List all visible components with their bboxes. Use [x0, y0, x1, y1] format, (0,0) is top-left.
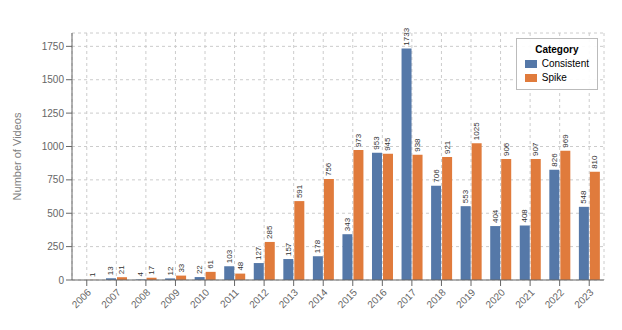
svg-text:17: 17 [147, 265, 156, 274]
html-text:Category: Category [535, 44, 579, 55]
svg-text:921: 921 [443, 140, 452, 154]
svg-text:408: 408 [520, 209, 529, 223]
svg-text:285: 285 [265, 225, 274, 239]
svg-text:500: 500 [47, 208, 64, 219]
svg-text:178: 178 [313, 239, 322, 253]
svg-text:548: 548 [579, 190, 588, 204]
svg-text:4: 4 [136, 271, 145, 276]
html-text:Spike: Spike [541, 72, 567, 83]
svg-text:2023: 2023 [572, 286, 596, 310]
svg-text:22: 22 [195, 265, 204, 274]
svg-text:1733: 1733 [402, 27, 411, 45]
svg-text:907: 907 [531, 142, 540, 156]
svg-text:945: 945 [383, 137, 392, 151]
svg-text:2017: 2017 [395, 286, 419, 310]
svg-text:2009: 2009 [158, 286, 182, 310]
svg-text:1000: 1000 [42, 141, 65, 152]
svg-text:1: 1 [88, 272, 97, 277]
svg-text:969: 969 [561, 134, 570, 148]
svg-text:973: 973 [354, 133, 363, 147]
svg-text:1750: 1750 [42, 41, 65, 52]
svg-text:2014: 2014 [306, 286, 330, 310]
svg-text:906: 906 [502, 142, 511, 156]
svg-text:2010: 2010 [188, 286, 212, 310]
svg-text:2020: 2020 [483, 286, 507, 310]
svg-text:706: 706 [432, 169, 441, 183]
svg-text:938: 938 [413, 138, 422, 152]
svg-text:343: 343 [343, 217, 352, 231]
svg-text:404: 404 [491, 209, 500, 223]
svg-text:127: 127 [254, 246, 263, 260]
svg-text:756: 756 [324, 162, 333, 176]
svg-text:953: 953 [372, 136, 381, 150]
svg-text:2022: 2022 [543, 286, 567, 310]
svg-text:103: 103 [225, 249, 234, 263]
svg-text:2019: 2019 [454, 286, 478, 310]
svg-text:2015: 2015 [336, 286, 360, 310]
svg-text:826: 826 [550, 153, 559, 167]
svg-text:13: 13 [106, 266, 115, 275]
svg-text:61: 61 [206, 259, 215, 268]
svg-text:0: 0 [58, 275, 64, 286]
svg-text:2021: 2021 [513, 286, 537, 310]
svg-text:2007: 2007 [99, 286, 123, 310]
svg-text:2013: 2013 [277, 286, 301, 310]
svg-text:2012: 2012 [247, 286, 271, 310]
svg-text:2018: 2018 [424, 286, 448, 310]
svg-text:48: 48 [236, 261, 245, 270]
svg-text:12: 12 [166, 266, 175, 275]
svg-text:1025: 1025 [472, 122, 481, 140]
svg-text:Number of Videos: Number of Videos [11, 112, 23, 200]
svg-text:2011: 2011 [218, 286, 241, 309]
svg-text:21: 21 [117, 265, 126, 274]
svg-text:553: 553 [461, 189, 470, 203]
svg-text:1500: 1500 [42, 74, 65, 85]
svg-text:33: 33 [177, 263, 186, 272]
svg-text:2016: 2016 [365, 286, 389, 310]
svg-text:591: 591 [295, 184, 304, 198]
svg-text:1250: 1250 [42, 108, 65, 119]
svg-text:157: 157 [284, 242, 293, 256]
svg-text:2006: 2006 [70, 286, 94, 310]
svg-text:750: 750 [47, 174, 64, 185]
svg-text:250: 250 [47, 241, 64, 252]
svg-text:2008: 2008 [129, 286, 153, 310]
svg-text:810: 810 [590, 155, 599, 169]
html-text:Consistent: Consistent [541, 58, 589, 69]
